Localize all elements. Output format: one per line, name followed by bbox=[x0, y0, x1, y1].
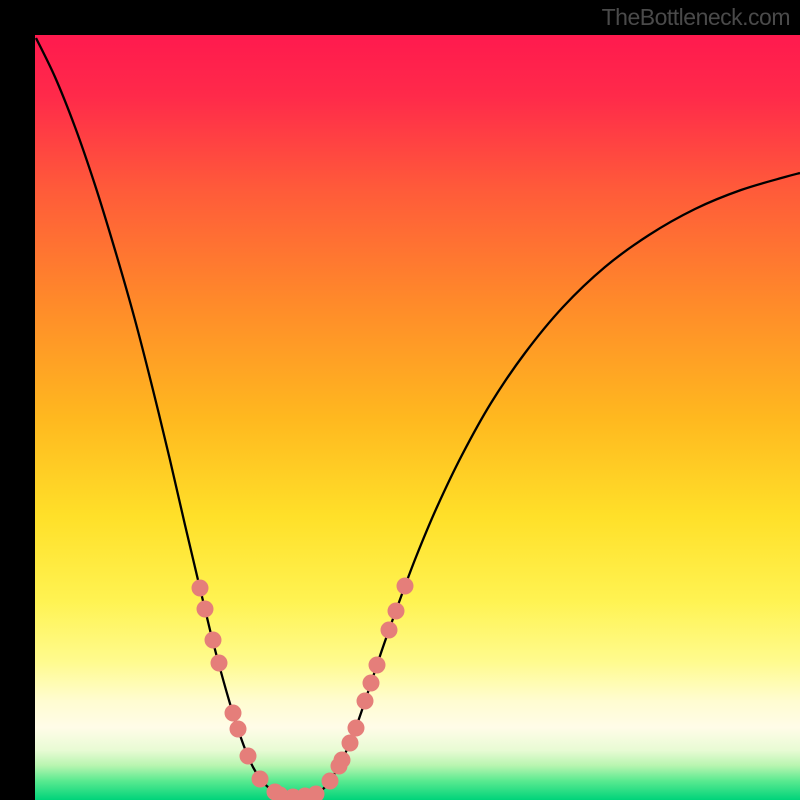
data-marker bbox=[240, 748, 257, 765]
data-marker bbox=[192, 580, 209, 597]
plot-area bbox=[35, 35, 800, 800]
data-marker bbox=[357, 693, 374, 710]
data-marker bbox=[252, 771, 269, 788]
data-marker bbox=[397, 578, 414, 595]
data-marker bbox=[322, 773, 339, 790]
data-marker bbox=[230, 721, 247, 738]
data-marker bbox=[363, 675, 380, 692]
data-marker bbox=[381, 622, 398, 639]
data-marker bbox=[369, 657, 386, 674]
bottleneck-curve bbox=[36, 38, 800, 797]
data-marker bbox=[308, 786, 325, 800]
watermark-text: TheBottleneck.com bbox=[602, 4, 790, 31]
data-marker bbox=[348, 720, 365, 737]
data-marker bbox=[388, 603, 405, 620]
data-marker bbox=[211, 655, 228, 672]
data-marker bbox=[225, 705, 242, 722]
curve-layer bbox=[35, 35, 800, 800]
data-marker bbox=[197, 601, 214, 618]
data-marker bbox=[205, 632, 222, 649]
data-marker bbox=[342, 735, 359, 752]
data-marker bbox=[331, 758, 348, 775]
